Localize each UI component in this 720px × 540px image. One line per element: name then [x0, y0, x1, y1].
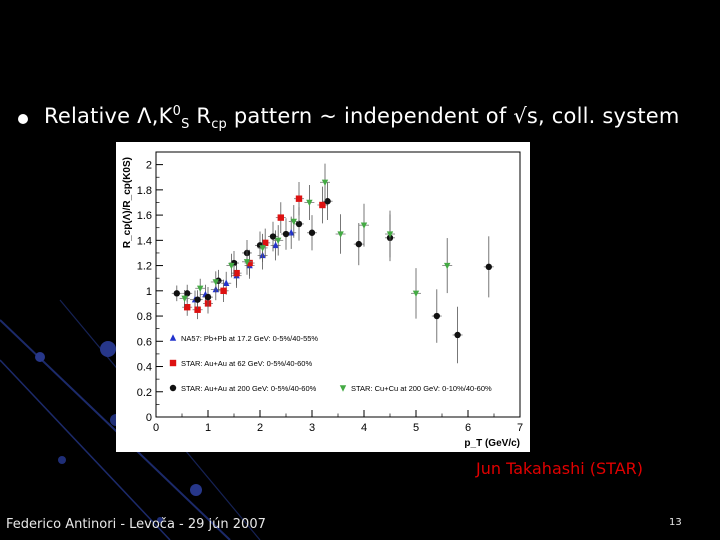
ratio-chart: 0 0.2 0.4 0.6 0.8 1 1.2 1.4 1.6 1.8 2 0 1 2 3 4 5 6 7 p_T (…: [122, 151, 523, 449]
data-point: [433, 312, 440, 320]
x-tick-label: 3: [309, 422, 315, 434]
title-k-subscript: S: [181, 117, 190, 133]
data-point: [337, 231, 344, 238]
data-point: [412, 290, 420, 298]
data-point: [223, 279, 230, 286]
data-point: [275, 237, 282, 245]
title-k-superscript: 0: [172, 104, 182, 119]
data-point: [194, 306, 201, 313]
y-tick-label: 0: [146, 412, 152, 424]
x-tick-label: 7: [517, 422, 523, 434]
data-point: [454, 331, 461, 339]
data-point: [220, 287, 227, 295]
data-point: [259, 245, 266, 252]
x-tick-label: 0: [153, 422, 159, 434]
data-point: [386, 231, 394, 238]
data-point: [321, 179, 329, 186]
data-point: [295, 195, 303, 202]
data-point: [262, 239, 269, 247]
data-point: [173, 290, 180, 297]
data-point: [485, 263, 492, 271]
y-tick-label: 0.4: [137, 362, 152, 374]
title-text-suffix: pattern ~ independent of √s, coll. syste…: [227, 104, 680, 128]
data-point: [308, 229, 316, 236]
plot-frame: [155, 151, 521, 418]
data-point: [306, 199, 313, 207]
x-axis-label: p_T (GeV/c): [464, 438, 520, 449]
title-text-prefix: Relative Λ,K: [44, 104, 173, 128]
legend-entry: STAR: Cu+Cu at 200 GeV: 0-10%/40-60%: [351, 384, 492, 393]
legend-entry: STAR: Au+Au at 200 GeV: 0-5%/40-60%: [181, 384, 317, 393]
data-point: [169, 359, 177, 367]
data-point: [228, 262, 235, 270]
title-r-subscript: cp: [211, 117, 227, 133]
data-point: [444, 262, 451, 270]
data-point: [181, 295, 188, 303]
data-point: [324, 198, 331, 205]
y-tick-label: 1.4: [137, 235, 152, 247]
x-tick-label: 6: [465, 422, 471, 434]
x-tick-label: 4: [361, 422, 367, 434]
y-tick-label: 0.6: [137, 336, 152, 348]
x-tick-label: 2: [257, 422, 263, 434]
data-point: [194, 296, 201, 303]
data-point: [246, 259, 253, 267]
legend-entry: NA57: Pb+Pb at 17.2 GeV: 0-5%/40-55%: [181, 334, 318, 343]
data-point: [184, 290, 191, 297]
title-text-r: R: [189, 104, 212, 128]
footer-text: Federico Antinori - Levoča - 29 jún 2007: [6, 517, 266, 532]
data-point: [277, 214, 284, 221]
data-point: [169, 384, 177, 392]
data-point: [282, 230, 290, 238]
data-point: [290, 218, 297, 226]
data-point: [233, 269, 240, 277]
data-point: [272, 241, 279, 249]
data-point: [319, 201, 326, 209]
y-axis-label: R_cp(Λ)/R_cp(K0S): [122, 157, 133, 248]
credit-text: Jun Takahashi (STAR): [476, 459, 643, 478]
y-tick-label: 0.2: [137, 387, 152, 399]
y-tick-label: 0.8: [137, 311, 152, 323]
data-point: [197, 285, 204, 292]
data-point: [169, 334, 177, 341]
data-point: [184, 304, 191, 311]
data-point: [360, 222, 368, 229]
bullet-dot: [18, 114, 28, 124]
data-point: [212, 279, 219, 286]
data-point: [269, 233, 277, 240]
legend-entry: STAR: Au+Au at 62 GeV: 0-5%/40-60%: [181, 359, 312, 368]
y-tick-label: 2: [146, 160, 152, 172]
x-tick-label: 1: [205, 422, 211, 434]
x-tick-label: 5: [413, 422, 419, 434]
page-number: 13: [669, 517, 682, 528]
y-tick-label: 1.2: [137, 261, 152, 273]
data-point: [355, 240, 362, 248]
y-tick-label: 1: [146, 286, 152, 298]
data-point: [339, 385, 347, 392]
plot-panel: 0 0.2 0.4 0.6 0.8 1 1.2 1.4 1.6 1.8 2 0 1 2 3 4 5 6 7 p_T (…: [116, 142, 530, 452]
data-point: [204, 293, 212, 301]
slide-title: Relative Λ,K0S Rcp pattern ~ independent…: [44, 104, 680, 132]
y-tick-label: 1.8: [137, 185, 152, 197]
data-point: [295, 220, 303, 228]
data-point: [243, 259, 251, 266]
y-tick-label: 1.6: [137, 210, 152, 222]
